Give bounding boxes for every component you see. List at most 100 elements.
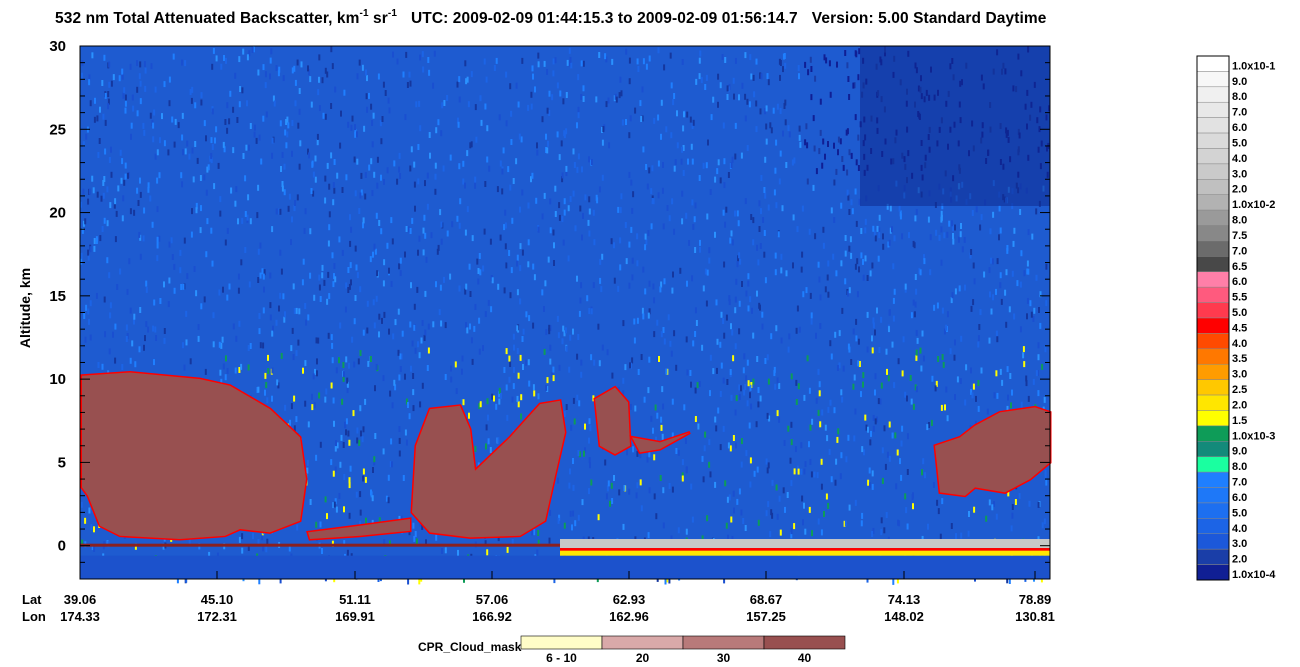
- noise-speck: [553, 577, 556, 584]
- noise-speck: [468, 412, 470, 419]
- noise-speck: [484, 311, 487, 318]
- noise-speck: [527, 202, 530, 209]
- colorbar-swatch: [1196, 502, 1230, 519]
- noise-speck: [237, 287, 240, 294]
- noise-speck: [354, 245, 357, 252]
- noise-speck: [874, 373, 877, 380]
- noise-speck: [318, 392, 321, 399]
- cloud-middle: [412, 400, 565, 538]
- noise-speck: [640, 505, 643, 512]
- noise-speck: [91, 544, 94, 551]
- noise-speck: [486, 156, 489, 163]
- noise-speck: [104, 92, 107, 99]
- noise-speck: [328, 224, 331, 231]
- noise-speck: [179, 267, 182, 274]
- noise-speck: [136, 60, 138, 67]
- noise-speck: [156, 242, 159, 249]
- noise-speck: [709, 189, 712, 195]
- noise-speck: [717, 159, 720, 166]
- noise-speck: [324, 197, 327, 204]
- noise-speck: [410, 282, 412, 289]
- noise-speck: [719, 341, 722, 348]
- noise-speck: [501, 188, 504, 195]
- noise-speck: [823, 54, 826, 61]
- noise-speck: [568, 60, 571, 67]
- colorbar-label: 4.0: [1232, 523, 1247, 535]
- noise-speck: [833, 179, 836, 186]
- noise-speck: [818, 148, 821, 155]
- noise-speck: [465, 78, 468, 85]
- noise-speck: [673, 93, 676, 99]
- noise-speck: [136, 187, 139, 194]
- noise-speck: [241, 533, 244, 540]
- noise-speck: [486, 125, 489, 132]
- noise-speck: [114, 198, 117, 205]
- noise-speck: [780, 267, 783, 274]
- noise-speck: [795, 399, 798, 405]
- noise-speck: [404, 251, 406, 258]
- noise-speck: [565, 92, 568, 98]
- noise-speck: [335, 367, 338, 374]
- noise-speck: [601, 127, 603, 133]
- noise-speck: [628, 282, 631, 289]
- noise-speck: [950, 297, 953, 304]
- noise-speck: [360, 430, 362, 437]
- noise-speck: [1019, 209, 1022, 215]
- noise-speck: [87, 198, 90, 205]
- noise-speck: [830, 476, 833, 483]
- noise-speck: [236, 117, 239, 123]
- noise-speck: [103, 176, 106, 182]
- noise-speck: [766, 73, 769, 80]
- noise-speck: [683, 404, 686, 411]
- noise-speck: [474, 176, 477, 183]
- noise-speck: [235, 186, 238, 193]
- noise-speck: [547, 140, 549, 147]
- noise-speck: [131, 94, 134, 101]
- noise-speck: [685, 212, 688, 219]
- noise-speck: [656, 412, 659, 419]
- noise-speck: [755, 421, 758, 428]
- noise-speck: [989, 291, 991, 298]
- colorbar-label: 4.0: [1232, 338, 1247, 350]
- noise-speck: [992, 294, 994, 301]
- noise-speck: [653, 454, 656, 461]
- noise-speck: [409, 165, 412, 172]
- noise-speck: [556, 131, 559, 138]
- noise-speck: [740, 152, 743, 159]
- noise-speck: [722, 122, 725, 129]
- noise-speck: [441, 548, 443, 554]
- noise-speck: [330, 382, 333, 389]
- noise-speck: [427, 347, 430, 354]
- noise-speck: [661, 386, 664, 393]
- noise-speck: [537, 52, 540, 59]
- noise-speck: [449, 273, 452, 280]
- noise-speck: [275, 65, 278, 71]
- noise-speck: [923, 254, 925, 261]
- noise-speck: [553, 242, 555, 249]
- noise-speck: [346, 377, 349, 384]
- noise-speck: [519, 354, 522, 361]
- noise-speck: [362, 222, 364, 229]
- noise-speck: [956, 376, 959, 383]
- noise-speck: [163, 328, 166, 334]
- noise-speck: [92, 187, 95, 194]
- noise-speck: [738, 94, 740, 101]
- noise-speck: [878, 227, 881, 234]
- noise-speck: [682, 145, 685, 151]
- noise-speck: [790, 421, 793, 428]
- noise-speck: [313, 294, 316, 301]
- noise-speck: [914, 384, 917, 391]
- noise-speck: [281, 151, 284, 158]
- noise-speck: [404, 429, 407, 436]
- noise-speck: [294, 100, 297, 107]
- noise-speck: [774, 269, 777, 276]
- noise-speck: [118, 75, 121, 82]
- noise-speck: [1045, 479, 1048, 486]
- noise-speck: [327, 271, 330, 278]
- noise-speck: [883, 425, 886, 432]
- noise-speck: [1011, 203, 1014, 210]
- noise-speck: [464, 60, 467, 67]
- noise-speck: [504, 222, 507, 229]
- noise-speck: [975, 206, 978, 213]
- noise-speck: [1026, 297, 1029, 304]
